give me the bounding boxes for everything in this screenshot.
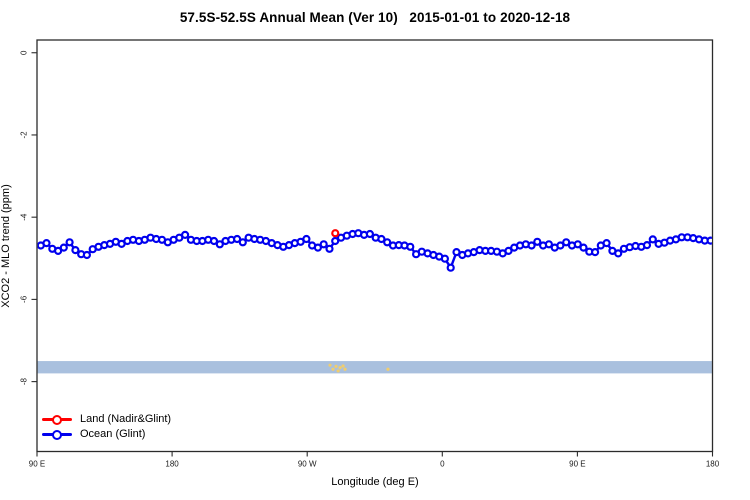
ocean-point	[533, 237, 542, 246]
ocean-point	[319, 240, 328, 249]
legend-item-land: Land (Nadir&Glint)	[42, 412, 171, 427]
ocean-point	[215, 240, 224, 249]
ocean-point	[406, 242, 415, 251]
ocean-point	[331, 236, 340, 246]
land-marker-icon	[42, 414, 72, 425]
ocean-point	[556, 241, 565, 250]
y-tick-label: -6	[20, 295, 29, 303]
plot-frame	[36, 39, 714, 453]
x-axis-title: Longitude (deg E)	[331, 476, 419, 488]
ocean-series	[37, 229, 712, 272]
ocean-point	[238, 238, 247, 247]
band-speckle	[338, 366, 342, 370]
band-speckle	[386, 367, 390, 371]
ocean-point	[440, 254, 449, 263]
ocean-point	[446, 263, 455, 272]
land-point	[331, 229, 340, 238]
ocean-point	[706, 236, 712, 245]
ocean-point	[325, 244, 334, 253]
ocean-point	[527, 241, 536, 250]
legend-label-land: Land (Nadir&Glint)	[80, 413, 172, 425]
x-tick-label: 90 W	[298, 460, 317, 469]
ocean-marker-icon	[42, 429, 72, 440]
ocean-point	[233, 234, 242, 244]
ocean-point	[59, 243, 68, 252]
band-speckle	[334, 364, 338, 369]
ocean-point	[602, 239, 611, 248]
y-tick-label: -4	[20, 213, 29, 221]
ocean-point	[383, 238, 392, 247]
ocean-point	[181, 230, 190, 239]
x-tick-label: 180	[706, 460, 720, 469]
ocean-point	[42, 239, 51, 248]
x-tick-label: 90 E	[569, 460, 585, 469]
ocean-point	[590, 248, 600, 257]
chart-title: 57.5S-52.5S Annual Mean (Ver 10) 2015-01…	[179, 10, 571, 25]
ocean-point	[313, 243, 322, 252]
ocean-point	[573, 240, 582, 249]
y-tick-label: -8	[20, 378, 29, 386]
ocean-point	[53, 246, 63, 255]
ocean-point	[648, 235, 657, 244]
legend-label-ocean: Ocean (Glint)	[80, 428, 146, 440]
ocean-point	[642, 241, 652, 250]
y-axis-title: XCO2 - MLO trend (ppm)	[0, 184, 12, 308]
ocean-point	[614, 249, 623, 258]
ocean-point	[544, 240, 554, 249]
band-speckle	[343, 367, 347, 371]
ocean-point	[562, 238, 571, 247]
ocean-point	[504, 246, 513, 255]
ocean-point	[377, 234, 386, 244]
legend: Land (Nadir&Glint) Ocean (Glint)	[42, 412, 171, 442]
band-speckle	[328, 363, 332, 367]
ocean-point	[71, 246, 80, 255]
x-tick-label: 90 E	[29, 460, 45, 469]
y-tick-label: -2	[20, 131, 29, 139]
ocean-point	[82, 250, 92, 260]
y-tick-label: 0	[20, 50, 29, 55]
ocean-point	[579, 243, 588, 252]
x-tick-label: 0	[440, 460, 445, 469]
x-tick-label: 180	[165, 460, 179, 469]
band-speckle	[336, 369, 340, 373]
ocean-point	[302, 234, 311, 244]
legend-item-ocean: Ocean (Glint)	[42, 427, 171, 442]
reference-band	[37, 361, 712, 374]
ocean-point	[65, 238, 74, 247]
ocean-point	[365, 229, 374, 239]
band-speckle	[341, 364, 345, 368]
ocean-point	[209, 236, 219, 246]
band-speckle	[331, 367, 335, 371]
